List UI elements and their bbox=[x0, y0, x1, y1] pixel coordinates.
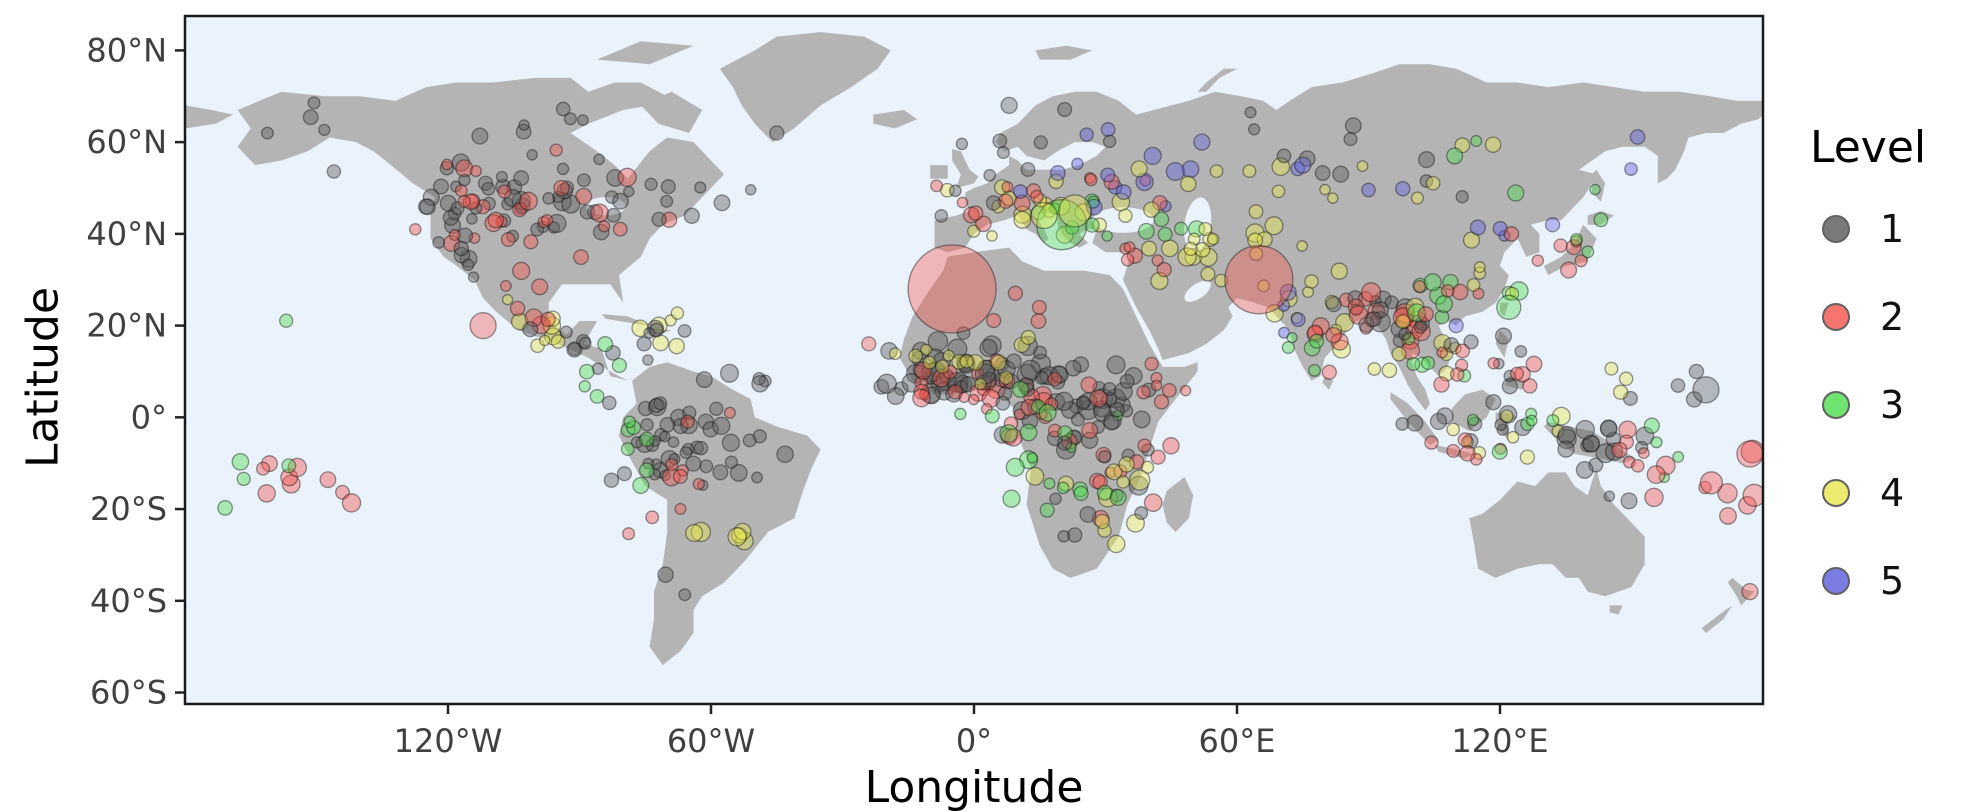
y-tick-label: 80°N bbox=[86, 31, 167, 69]
legend-item-3: 3 bbox=[1808, 383, 1986, 427]
x-tick-label: 120°E bbox=[1451, 722, 1548, 760]
legend-label-level4: 4 bbox=[1880, 471, 1905, 515]
legend-swatch-level1 bbox=[1822, 215, 1850, 243]
legend-item-4: 4 bbox=[1808, 471, 1986, 515]
data-points bbox=[217, 96, 1763, 602]
legend-label-level5: 5 bbox=[1880, 559, 1905, 603]
x-tick-label: 60°W bbox=[667, 722, 755, 760]
legend-item-5: 5 bbox=[1808, 559, 1986, 603]
legend-label-level1: 1 bbox=[1880, 207, 1905, 251]
legend-title: Level bbox=[1810, 122, 1927, 173]
x-axis-title: Longitude bbox=[864, 762, 1084, 812]
y-axis-title: Latitude bbox=[17, 286, 69, 469]
legend-item-1: 1 bbox=[1808, 207, 1986, 251]
legend-swatch-level2 bbox=[1822, 303, 1850, 331]
x-tick-label: 120°W bbox=[394, 722, 503, 760]
legend-label-level2: 2 bbox=[1880, 295, 1905, 339]
axis-ticks: 120°W 60°W 0° 60°E 120°E 80°N 60°N 40°N 20°N 0° 20… bbox=[86, 31, 1548, 760]
y-tick-label: 40°S bbox=[90, 582, 167, 620]
legend-label-level3: 3 bbox=[1880, 383, 1905, 427]
x-tick-label: 0° bbox=[956, 722, 992, 760]
y-tick-label: 0° bbox=[131, 398, 167, 436]
y-tick-label: 40°N bbox=[86, 215, 167, 253]
legend-swatch-level4 bbox=[1822, 479, 1850, 507]
world-landmass bbox=[185, 32, 1763, 665]
y-tick-label: 20°N bbox=[86, 307, 167, 345]
legend-swatch-level5 bbox=[1822, 567, 1850, 595]
legend: Level 1 2 3 4 5 bbox=[1808, 122, 1986, 647]
y-tick-label: 60°S bbox=[90, 674, 167, 712]
y-tick-label: 20°S bbox=[90, 490, 167, 528]
legend-swatch-level3 bbox=[1822, 391, 1850, 419]
y-tick-label: 60°N bbox=[86, 123, 167, 161]
x-tick-label: 60°E bbox=[1199, 722, 1276, 760]
legend-item-2: 2 bbox=[1808, 295, 1986, 339]
